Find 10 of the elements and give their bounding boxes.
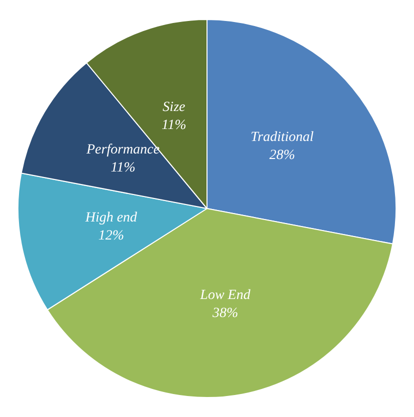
slice-label: Traditional bbox=[250, 130, 314, 145]
slice-label: High end bbox=[84, 210, 138, 226]
slice-label: Low End bbox=[199, 288, 252, 303]
data-label: 12% bbox=[98, 228, 124, 244]
data-label: 28% bbox=[269, 148, 295, 163]
data-label: 38% bbox=[211, 306, 238, 321]
slice-label: Size bbox=[162, 100, 186, 116]
data-label: 11% bbox=[110, 160, 136, 176]
slice-label: Performance bbox=[86, 142, 160, 158]
data-label: 11% bbox=[162, 118, 186, 134]
